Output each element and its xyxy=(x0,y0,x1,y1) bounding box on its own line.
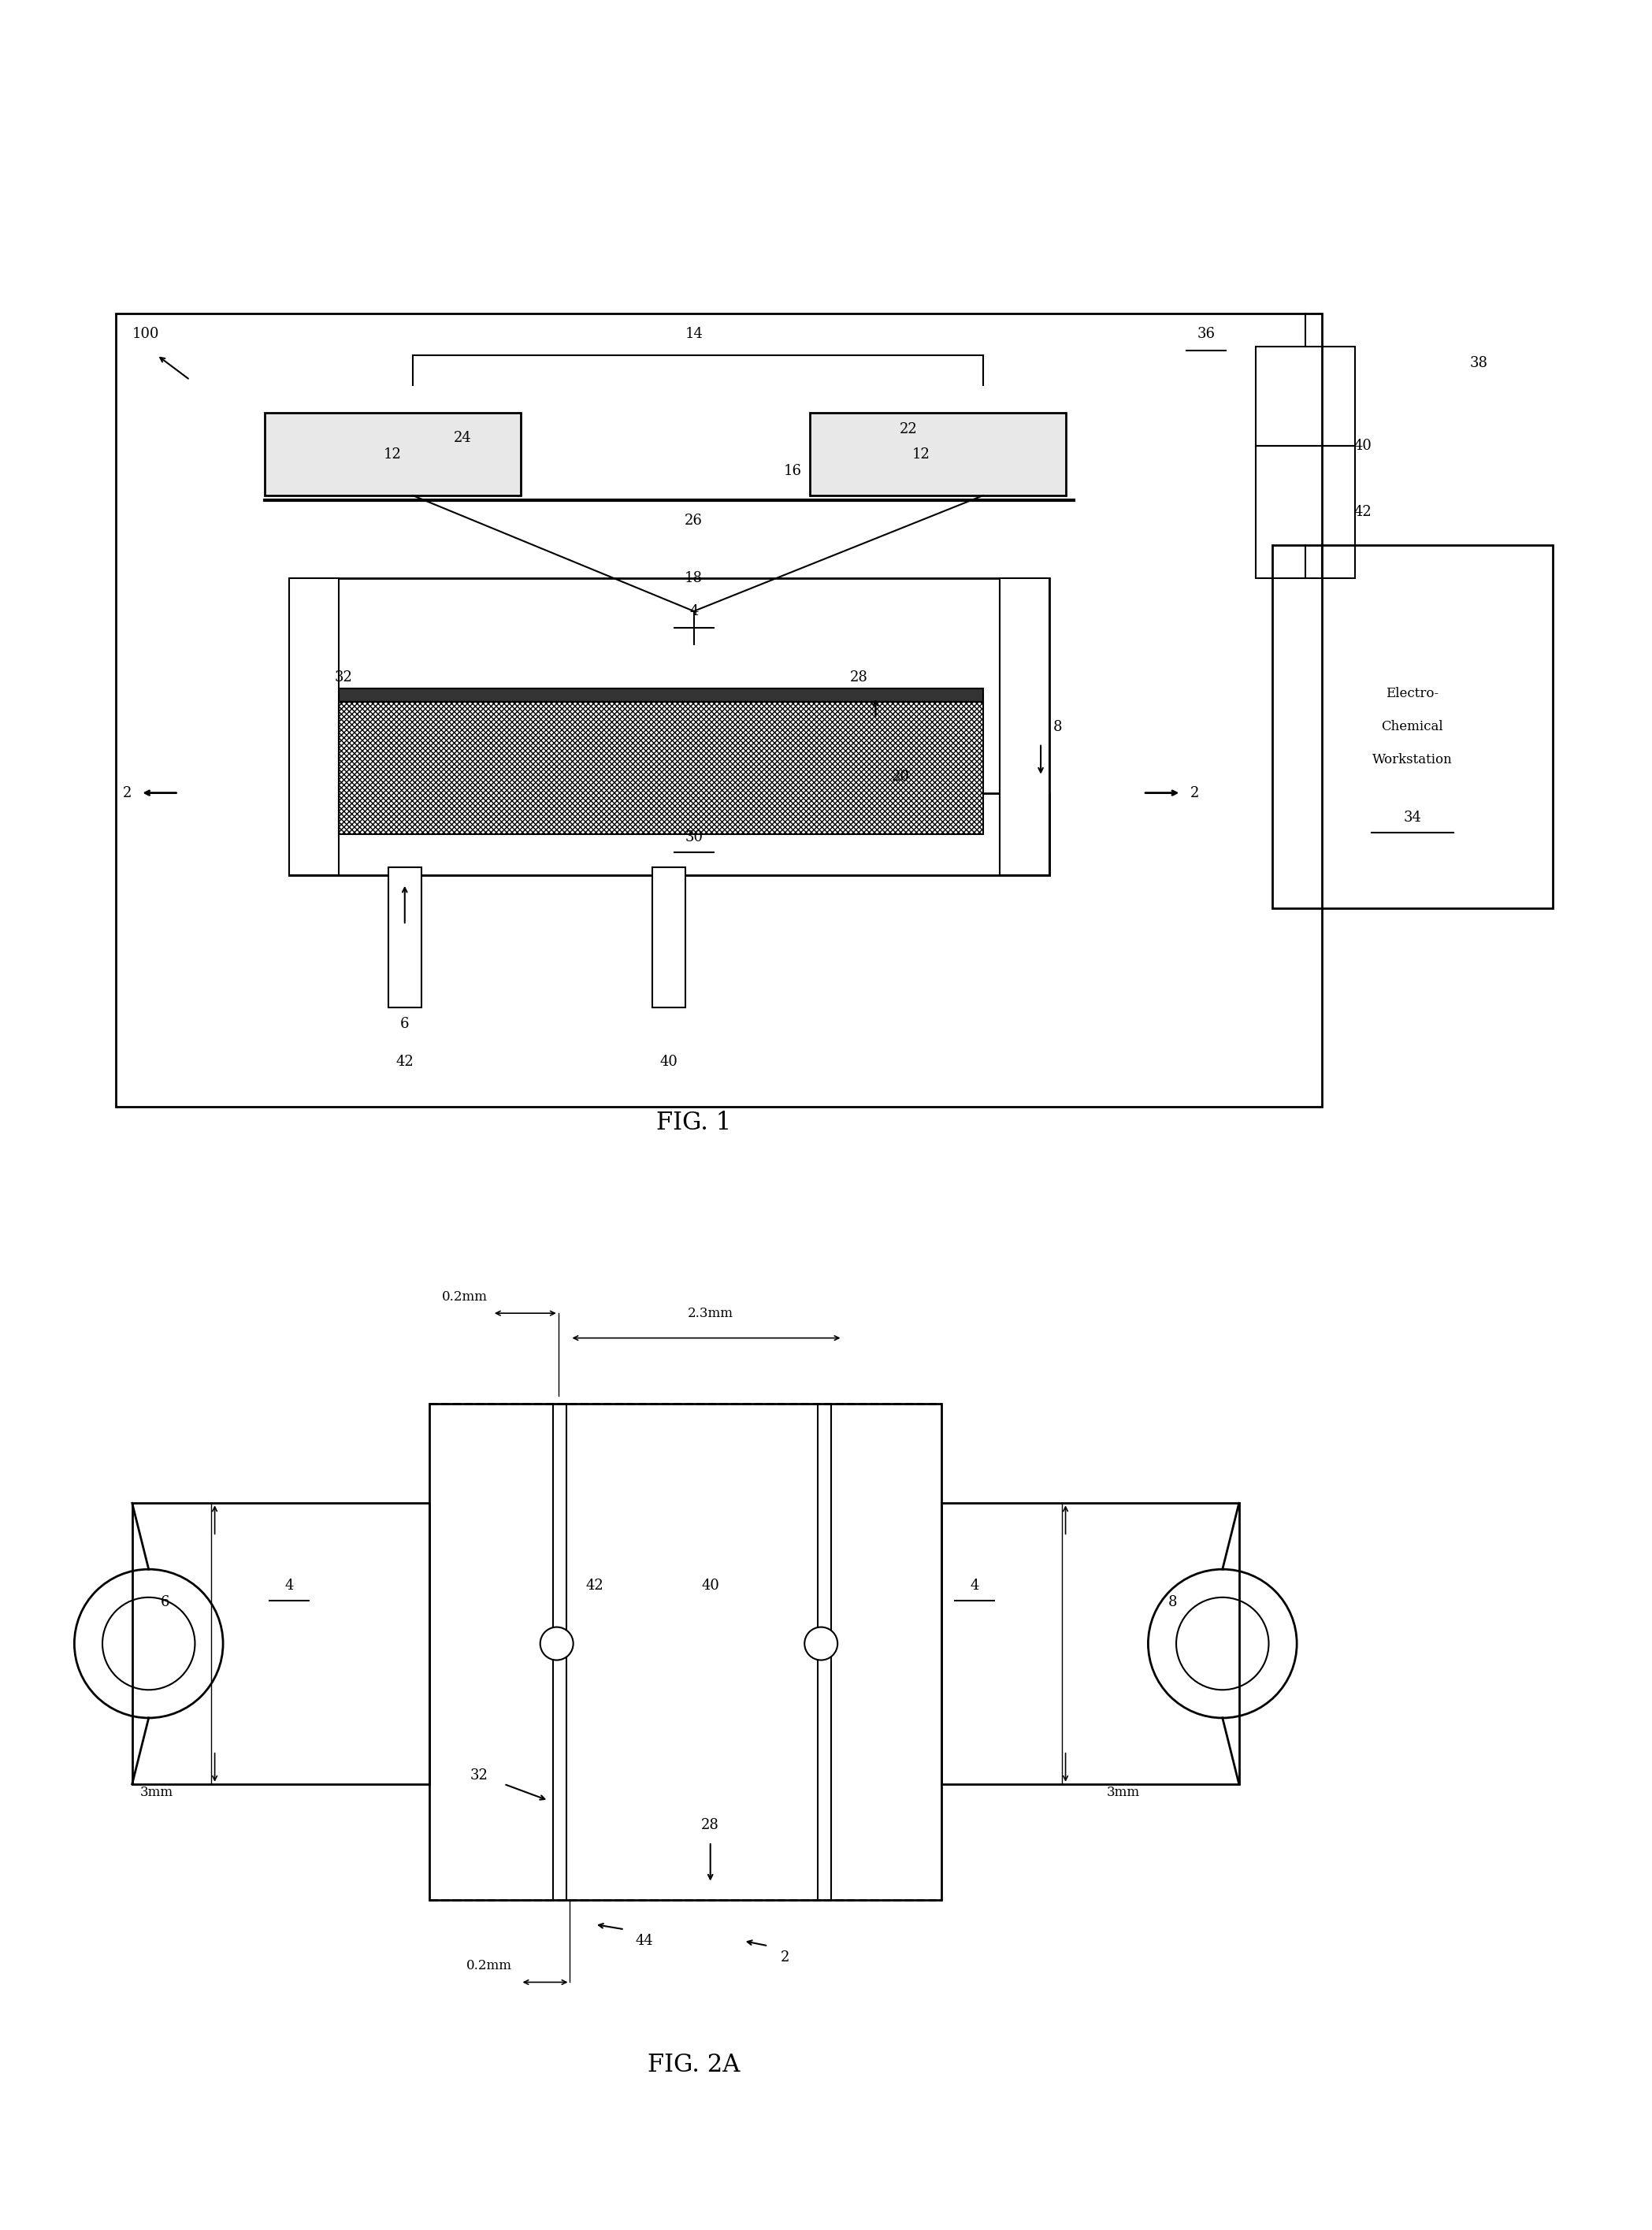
Text: 4: 4 xyxy=(970,1579,980,1592)
Text: 38: 38 xyxy=(1470,357,1487,370)
Bar xyxy=(1256,348,1355,446)
Bar xyxy=(339,689,983,702)
Bar xyxy=(132,1503,430,1784)
Bar xyxy=(264,413,520,495)
Text: 6: 6 xyxy=(160,1594,170,1610)
Bar xyxy=(388,867,421,1008)
Text: 24: 24 xyxy=(454,430,471,444)
Text: 2: 2 xyxy=(1189,785,1199,801)
Text: 8: 8 xyxy=(1168,1594,1178,1610)
Text: 3mm: 3mm xyxy=(140,1786,173,1800)
Text: 12: 12 xyxy=(912,448,930,462)
Bar xyxy=(289,578,1049,876)
Text: 14: 14 xyxy=(686,326,702,341)
Text: 2: 2 xyxy=(780,1951,790,1965)
Text: 28: 28 xyxy=(851,671,867,685)
Text: 40: 40 xyxy=(702,1579,719,1592)
Text: Workstation: Workstation xyxy=(1373,754,1452,767)
Text: 36: 36 xyxy=(1198,326,1214,341)
Bar xyxy=(1272,544,1553,908)
Bar xyxy=(289,794,1049,876)
Circle shape xyxy=(805,1628,838,1659)
Text: FIG. 2A: FIG. 2A xyxy=(648,2052,740,2076)
Bar xyxy=(289,578,339,876)
Text: Electro-: Electro- xyxy=(1386,687,1439,700)
Text: 22: 22 xyxy=(900,421,917,437)
Text: 8: 8 xyxy=(1052,720,1062,734)
Text: 12: 12 xyxy=(383,448,401,462)
Text: 30: 30 xyxy=(686,830,702,845)
Text: 42: 42 xyxy=(396,1055,413,1068)
Text: 20: 20 xyxy=(892,769,909,783)
Text: 44: 44 xyxy=(636,1933,653,1949)
Bar xyxy=(999,578,1049,876)
Text: 34: 34 xyxy=(1404,809,1421,825)
Text: 40: 40 xyxy=(1355,439,1371,453)
Text: 16: 16 xyxy=(785,464,801,477)
Text: 100: 100 xyxy=(132,326,159,341)
Circle shape xyxy=(540,1628,573,1659)
Text: 40: 40 xyxy=(661,1055,677,1068)
Text: 18: 18 xyxy=(686,571,702,584)
Text: 4: 4 xyxy=(284,1579,294,1592)
Text: Chemical: Chemical xyxy=(1381,720,1444,734)
Text: 42: 42 xyxy=(1355,504,1371,520)
Bar xyxy=(653,867,686,1008)
Text: 4: 4 xyxy=(689,604,699,618)
Text: 0.2mm: 0.2mm xyxy=(441,1289,487,1302)
Text: 42: 42 xyxy=(586,1579,603,1592)
Text: 26: 26 xyxy=(686,513,702,529)
Bar xyxy=(430,1405,942,1900)
Bar xyxy=(1256,446,1355,578)
Text: 28: 28 xyxy=(702,1817,719,1833)
Text: 2: 2 xyxy=(122,785,132,801)
Bar xyxy=(809,413,1066,495)
Bar xyxy=(339,702,983,834)
Text: FIG. 1: FIG. 1 xyxy=(656,1111,732,1135)
Bar xyxy=(942,1503,1239,1784)
Text: 32: 32 xyxy=(335,671,352,685)
Text: 32: 32 xyxy=(471,1768,487,1782)
Bar xyxy=(116,314,1322,1106)
Text: 0.2mm: 0.2mm xyxy=(466,1958,512,1971)
Text: 2.3mm: 2.3mm xyxy=(687,1307,733,1320)
Text: 6: 6 xyxy=(400,1017,410,1030)
Text: 3mm: 3mm xyxy=(1107,1786,1140,1800)
